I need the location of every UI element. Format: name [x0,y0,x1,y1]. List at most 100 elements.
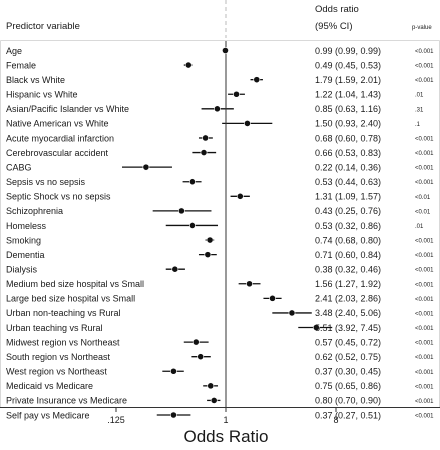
row-label: Dementia [6,250,45,260]
p-value: <0.001 [415,326,434,332]
point-estimate [246,280,253,288]
row-label: Septic Shock vs no sepsis [6,192,111,202]
ci-value: 0.68 (0.60, 0.78) [315,133,381,143]
row-label: South region vs Northeast [6,352,111,362]
ci-value: 0.37 (0.30, 0.45) [315,367,381,377]
row-label: CABG [6,162,32,172]
p-value: <0.001 [415,341,434,347]
ci-header: (95% CI) [315,21,352,32]
p-value: <0.001 [415,151,434,157]
x-axis-title: Odds Ratio [183,427,268,446]
ci-value: 1.79 (1.59, 2.01) [315,75,381,85]
ci-value: 0.53 (0.44, 0.63) [315,177,381,187]
p-value: <0.001 [415,384,434,390]
p-value: <0.001 [415,268,434,274]
ci-value: 0.57 (0.45, 0.72) [315,337,381,347]
p-value: .01 [415,224,424,230]
ci-value: 1.56 (1.27, 1.92) [315,279,381,289]
ci-value: 0.37 (0.27, 0.51) [315,410,381,420]
ci-value: 0.22 (0.14, 0.36) [315,162,381,172]
predictor-variable-header: Predictor variable [6,21,80,32]
ci-value: 1.31 (1.09, 1.57) [315,192,381,202]
point-estimate [202,134,209,142]
ci-value: 0.49 (0.45, 0.53) [315,60,381,70]
point-estimate [189,222,196,229]
p-value: <0.001 [415,239,434,245]
ci-value: 3.48 (2.40, 5.06) [315,308,381,318]
header: Predictor variable Odds ratio (95% CI) p… [6,4,432,32]
row-label: Cerebrovascular accident [6,148,109,158]
row-label: Dialysis [6,265,38,275]
p-value-header: p-value [412,25,432,31]
row-label: Large bed size hospital vs Small [6,294,135,304]
point-estimate [142,163,150,171]
row-label: Sepsis vs no sepsis [6,177,86,187]
row-label: Midwest region vs Northeast [6,337,120,347]
row-label: Self pay vs Medicare [6,410,90,420]
point-estimate [189,178,196,186]
point-estimates [142,47,320,419]
p-value: .1 [415,122,421,128]
p-value: .31 [415,107,424,113]
p-value: <0.01 [415,195,431,201]
p-value: <0.001 [415,49,434,55]
p-value: <0.001 [415,311,434,317]
p-value: <0.001 [415,78,434,84]
p-value: <0.001 [415,136,434,142]
row-label: Hispanic vs White [6,90,78,100]
row-label: Schizophrenia [6,206,63,216]
point-estimate [204,251,212,259]
ci-value: 0.74 (0.68, 0.80) [315,235,381,245]
point-estimate [177,207,185,215]
point-estimate [312,324,320,331]
p-value: <0.001 [415,253,434,259]
point-estimate [233,90,240,98]
x-tick-label: 1 [223,415,228,425]
ci-value: 0.99 (0.99, 0.99) [315,46,381,56]
ci-value: 2.41 (2.03, 2.86) [315,294,381,304]
p-value: .01 [415,93,424,99]
row-label: Urban non-teaching vs Rural [6,308,121,318]
p-value: <0.001 [415,399,434,405]
ci-values: 0.99 (0.99, 0.99) 0.49 (0.45, 0.53) 1.79 (… [315,46,381,420]
point-estimate [184,61,192,69]
point-estimate [288,309,296,317]
row-label: Homeless [6,221,47,231]
row-label: Medium bed size hospital vs Small [6,279,144,289]
point-estimate [200,149,208,156]
row-label: Age [6,46,22,56]
point-estimate [197,353,205,361]
ci-value: 0.62 (0.52, 0.75) [315,352,381,362]
row-label: Female [6,60,36,70]
row-label: Medicaid vs Medicare [6,381,93,391]
point-estimate [170,411,177,419]
x-tick-label: .125 [107,415,125,425]
p-value: <0.001 [415,180,434,186]
row-label: Private Insurance vs Medicare [6,396,127,406]
point-estimate [206,236,214,244]
p-value: <0.001 [415,355,434,361]
point-estimate [269,294,276,302]
ci-value: 0.66 (0.53, 0.83) [315,148,381,158]
ci-value: 0.53 (0.32, 0.86) [315,221,381,231]
row-label: Acute myocardial infarction [6,133,114,143]
point-estimate [171,265,179,273]
point-estimate [214,105,221,113]
row-label: Smoking [6,235,41,245]
p-value: <0.001 [415,166,434,172]
row-label: Native American vs White [6,119,109,129]
odds-ratio-header: Odds ratio [315,4,359,15]
ci-value: 0.75 (0.65, 0.86) [315,381,381,391]
point-estimate [207,382,215,390]
ci-value: 0.71 (0.60, 0.84) [315,250,381,260]
row-label: Urban teaching vs Rural [6,323,103,333]
ci-value: 1.22 (1.04, 1.43) [315,90,381,100]
x-tick-label: 8 [333,415,338,425]
p-value: <0.001 [415,370,434,376]
row-label: Black vs White [6,75,65,85]
point-estimate [236,192,244,200]
ci-value: 0.38 (0.32, 0.46) [315,265,381,275]
point-estimate [170,367,177,375]
row-label: Asian/Pacific Islander vs White [6,104,129,114]
p-value: <0.01 [415,209,431,215]
